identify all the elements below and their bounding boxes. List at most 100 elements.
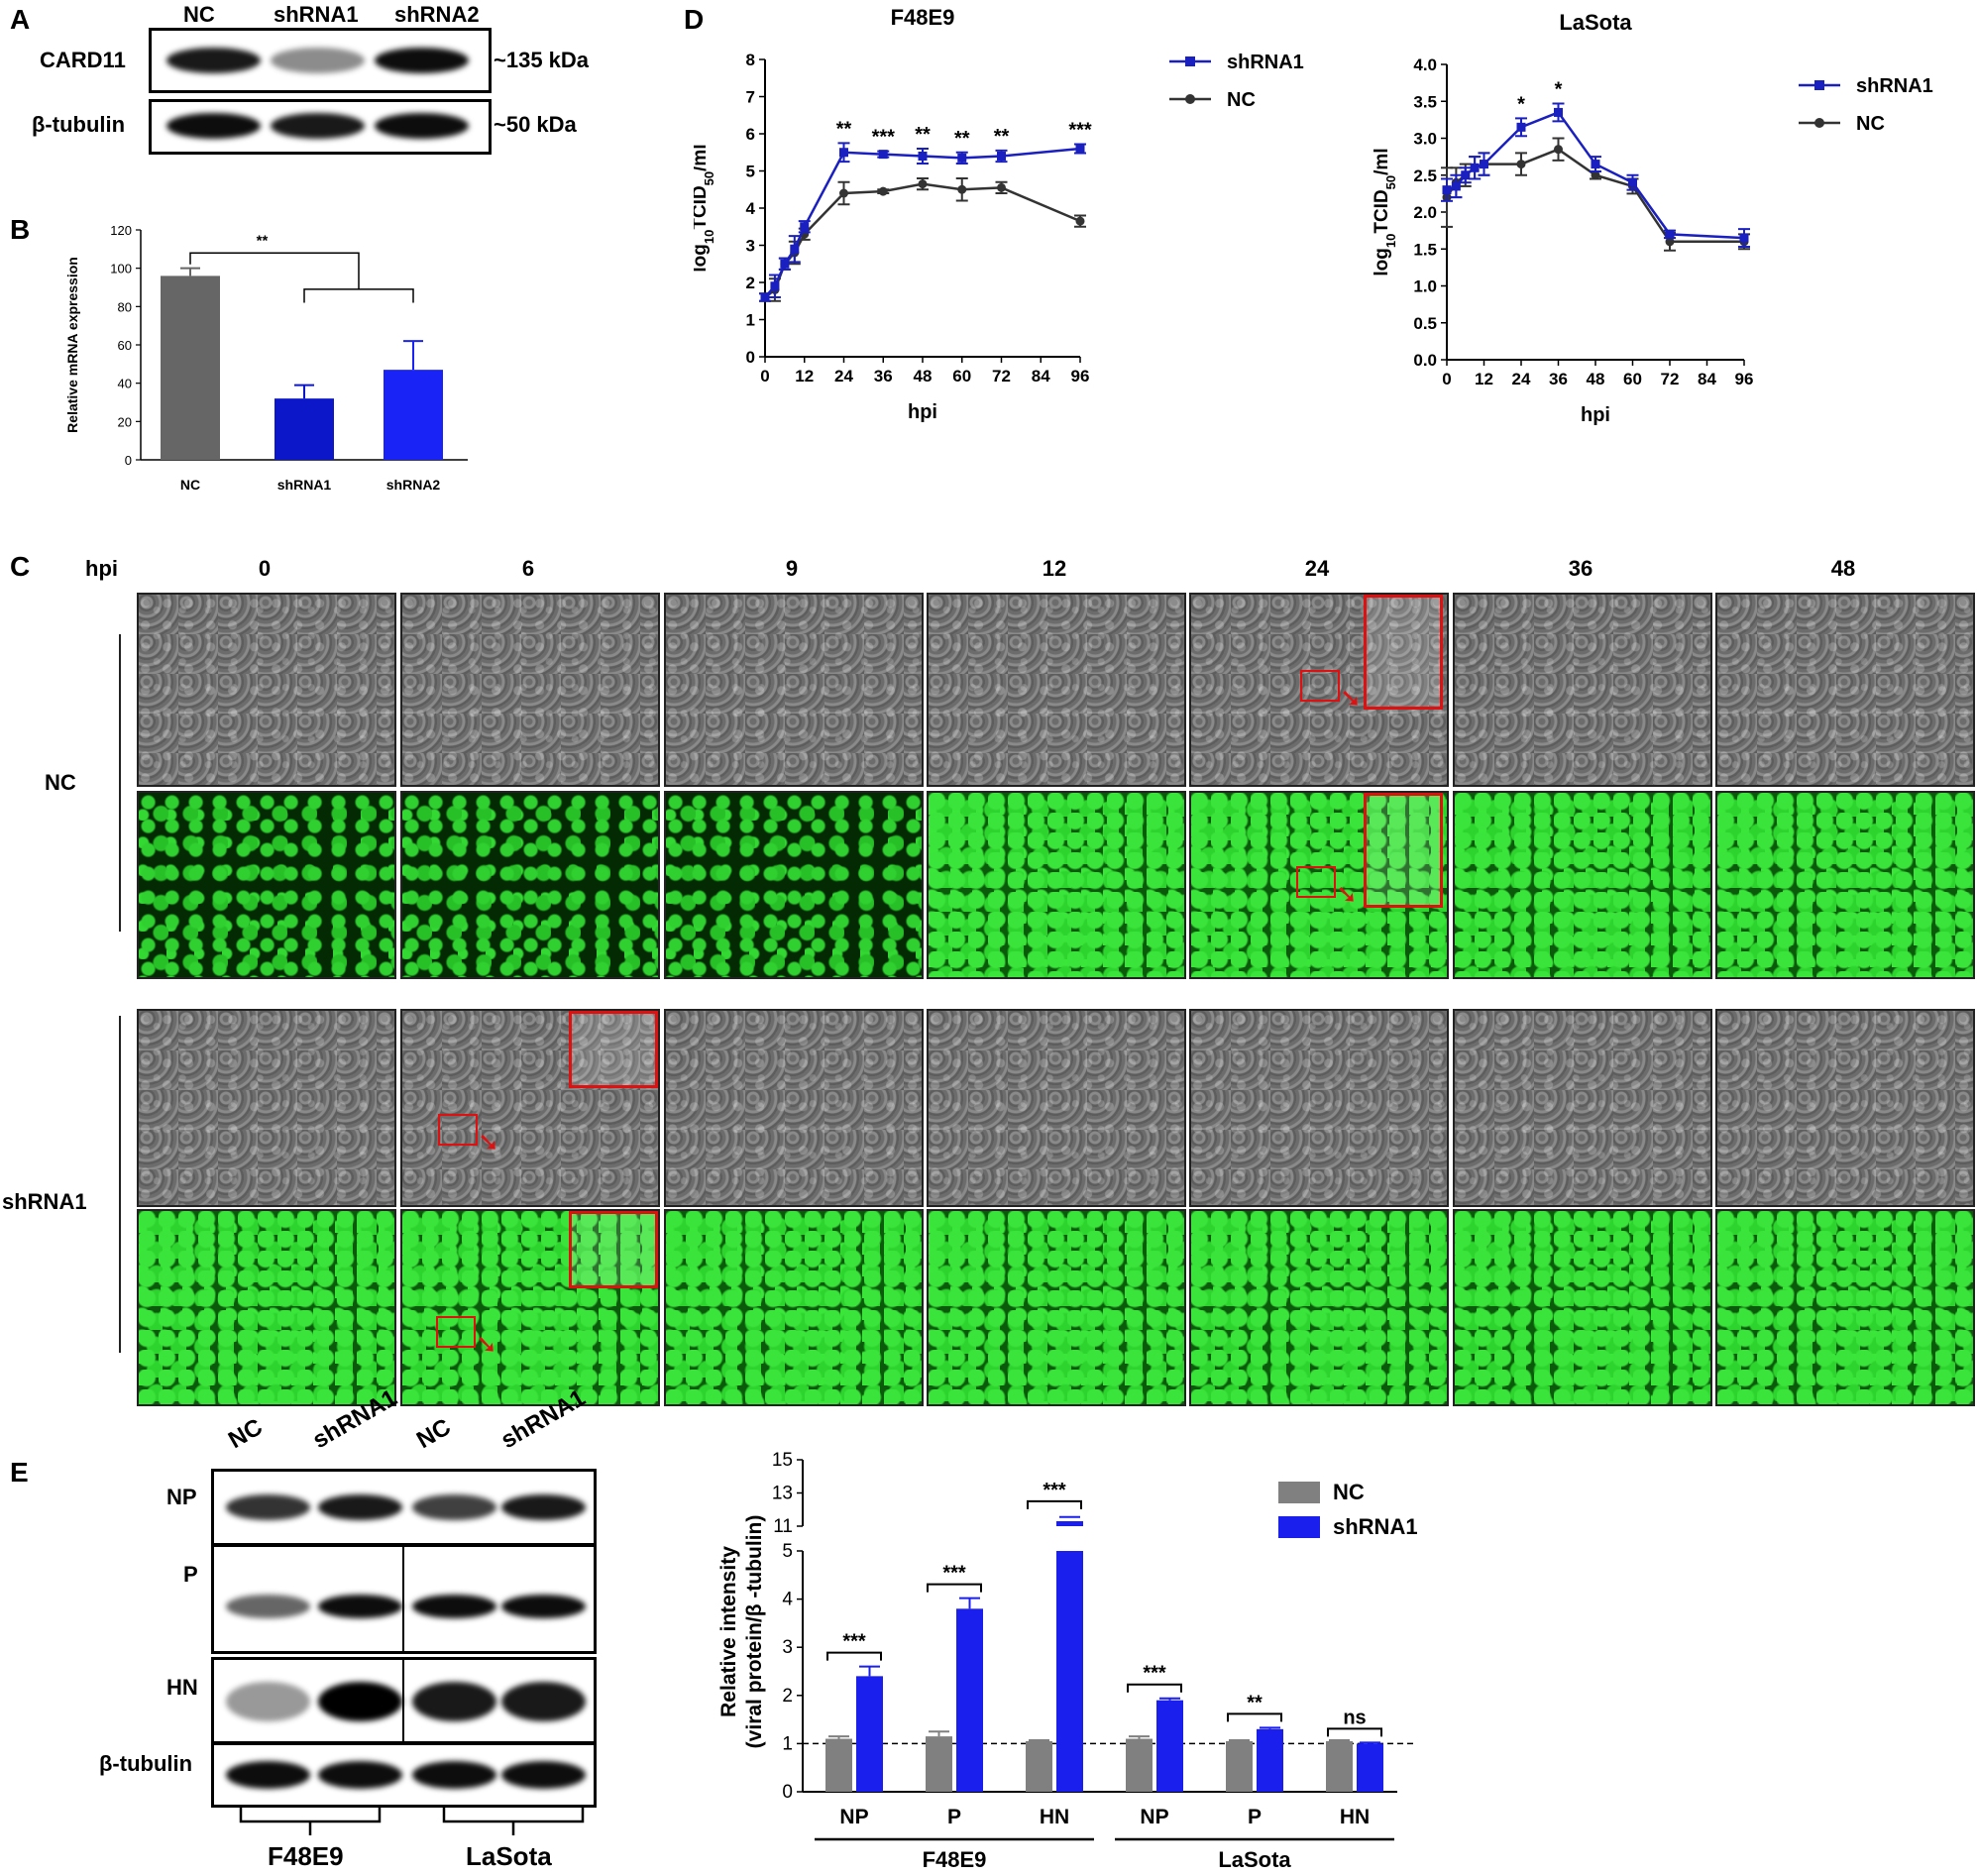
y-axis-title: log10TCID50/ml	[694, 144, 716, 272]
legend-marker	[1814, 80, 1824, 90]
data-point-shRNA1	[1075, 144, 1085, 154]
blot-card11	[149, 28, 492, 93]
significance-label: ***	[1043, 1480, 1066, 1501]
blot-band	[226, 1595, 310, 1618]
blot-tubulin-a	[149, 99, 492, 155]
data-point-shRNA1	[790, 244, 800, 254]
bar-2	[384, 370, 443, 460]
y-tick-label: 4	[746, 199, 756, 218]
legend-marker	[1185, 56, 1195, 66]
y-tick-label: 80	[118, 299, 132, 314]
y-tick-label: 2.0	[1413, 203, 1437, 222]
blot-band	[501, 1494, 586, 1520]
data-point-shRNA1	[1442, 185, 1452, 195]
blot-e-lane-label: NC	[224, 1413, 268, 1455]
significance-label: ns	[1343, 1707, 1366, 1728]
lane-label-nc: NC	[183, 2, 215, 27]
brightfield-image	[927, 1009, 1186, 1207]
fluorescence-image	[1453, 791, 1712, 979]
blot-tubulin-e	[211, 1742, 597, 1808]
blot-band	[412, 1761, 496, 1789]
bar-shRNA1	[1056, 1551, 1083, 1792]
red-arrow-icon: ➘	[476, 1330, 497, 1360]
sig-bracket	[1227, 1712, 1282, 1722]
size-label-135: ~135 kDa	[494, 48, 590, 72]
blot-band	[226, 1494, 310, 1520]
data-point-NC	[1516, 160, 1526, 169]
significance-label: ***	[942, 1563, 966, 1585]
bar-shRNA1	[1357, 1743, 1383, 1792]
zoom-inset	[1364, 595, 1443, 710]
x-tick-label: 72	[1661, 370, 1680, 388]
data-point-NC	[957, 184, 967, 194]
zoom-region-box	[1300, 670, 1340, 702]
lane-label-shrna1: shRNA1	[274, 2, 359, 27]
legend-marker	[1814, 118, 1824, 128]
blot-band	[501, 1682, 586, 1721]
panel-letter-b: B	[10, 214, 31, 245]
zoom-inset	[569, 1011, 658, 1088]
fluorescence-image	[1453, 1209, 1712, 1406]
data-point-shRNA1	[1461, 170, 1471, 180]
y-axis-title: log10TCID50/ml	[1372, 148, 1398, 276]
significance-label: **	[954, 128, 970, 150]
fluorescence-image	[1715, 1209, 1975, 1406]
group-label-nc: NC	[45, 770, 76, 795]
x-tick-label: 48	[914, 367, 933, 386]
significance-label: ***	[1068, 120, 1092, 142]
blot-band	[412, 1595, 496, 1618]
y-tick-label: 1.5	[1413, 240, 1437, 259]
red-arrow-icon: ➘	[1336, 880, 1358, 910]
blot-band	[318, 1761, 402, 1789]
strain-label-lasota: LaSota	[466, 1841, 552, 1871]
x-tick-label: shRNA2	[386, 477, 441, 493]
blot-band	[318, 1682, 402, 1721]
blot-band	[226, 1761, 310, 1789]
fluorescence-image	[400, 791, 660, 979]
group-label: F48E9	[923, 1847, 987, 1872]
y-tick-label: 2.5	[1413, 166, 1437, 185]
bar-NC	[825, 1738, 852, 1792]
legend-label-NC: NC	[1333, 1480, 1365, 1504]
data-point-shRNA1	[878, 150, 888, 160]
y-tick-label: 1	[782, 1733, 793, 1754]
x-tick-label: 12	[795, 367, 814, 386]
blot-band	[226, 1682, 310, 1721]
x-tick-label: 72	[992, 367, 1011, 386]
significance-label: ***	[872, 127, 896, 149]
blot-band	[501, 1761, 586, 1789]
fluorescence-image	[137, 791, 396, 979]
blot-label-hn: HN	[166, 1675, 198, 1700]
y-tick-label: 0	[782, 1782, 793, 1803]
panel-letter-c: C	[10, 551, 31, 582]
data-point-shRNA1	[800, 222, 810, 232]
fluorescence-image	[1189, 791, 1449, 979]
x-tick-label: 36	[874, 367, 893, 386]
panel-letter-a: A	[10, 4, 31, 35]
x-tick-label: NP	[1140, 1806, 1168, 1828]
significance-label: **	[1247, 1692, 1263, 1713]
zoom-region-box	[1296, 866, 1336, 898]
y-tick-label: 40	[118, 377, 132, 391]
y-tick-label: 60	[118, 338, 132, 353]
brightfield-image	[1189, 593, 1449, 787]
blot-label-tubulin: β-tubulin	[32, 112, 126, 137]
data-point-NC	[878, 186, 888, 196]
strain-brackets	[239, 1806, 585, 1835]
data-point-NC	[1665, 237, 1675, 247]
blot-band	[271, 113, 365, 139]
data-point-shRNA1	[1516, 122, 1526, 132]
red-arrow-icon: ➘	[478, 1128, 499, 1158]
significance-label: *	[1555, 78, 1563, 100]
y-axis-title: Relative intensity	[717, 1546, 740, 1717]
significance-label: ***	[1143, 1663, 1166, 1685]
data-point-shRNA1	[770, 281, 780, 291]
brightfield-image	[1453, 1009, 1712, 1207]
sig-bracket	[303, 288, 414, 303]
zoom-region-box	[438, 1114, 478, 1146]
y-tick-label: 5	[782, 1541, 793, 1562]
y-tick-label: 2	[782, 1686, 793, 1707]
timepoint-header: 48	[1830, 556, 1856, 581]
fluorescence-image	[400, 1209, 660, 1406]
